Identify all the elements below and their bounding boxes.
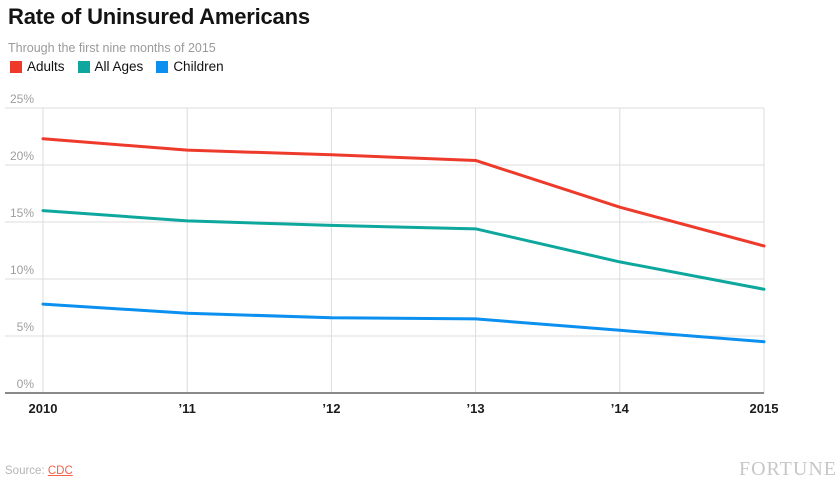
source-label: Source:: [5, 465, 45, 477]
legend-label: Children: [173, 59, 224, 74]
y-tick-label: 25%: [10, 92, 34, 106]
legend-label: Adults: [27, 59, 65, 74]
x-tick-label: 2015: [750, 401, 779, 416]
chart-legend: Adults All Ages Children: [10, 59, 224, 74]
legend-swatch-all-ages: [77, 60, 90, 73]
x-tick-label: ’14: [611, 401, 630, 416]
legend-label: All Ages: [94, 59, 144, 74]
series-line-children: [41, 302, 766, 344]
y-tick-label: 15%: [10, 206, 34, 220]
x-tick-label: ’11: [179, 401, 196, 416]
legend-swatch-children: [156, 60, 169, 73]
y-tick-label: 5%: [17, 320, 35, 334]
page-title: Rate of Uninsured Americans: [8, 4, 310, 29]
source-link-cdc[interactable]: CDC: [47, 465, 73, 477]
chart-subtitle: Through the first nine months of 2015: [8, 41, 216, 55]
x-tick-label: ’12: [322, 401, 340, 416]
legend-swatch-adults: [10, 60, 22, 73]
x-tick-label: 2010: [29, 401, 58, 416]
y-tick-label: 20%: [10, 149, 34, 163]
y-tick-label: 10%: [10, 263, 34, 277]
legend-item-all-ages: All Ages: [77, 59, 144, 74]
legend-item-children: Children: [156, 59, 224, 74]
series-line-all-ages: [41, 209, 766, 291]
legend-item-adults: Adults: [10, 59, 65, 74]
source-note: Source: CDC: [5, 465, 73, 477]
series-line-adults: [41, 137, 766, 248]
fortune-logo: FORTUNE: [738, 458, 837, 480]
x-tick-label: ’13: [467, 401, 485, 416]
y-tick-label: 0%: [17, 377, 35, 391]
